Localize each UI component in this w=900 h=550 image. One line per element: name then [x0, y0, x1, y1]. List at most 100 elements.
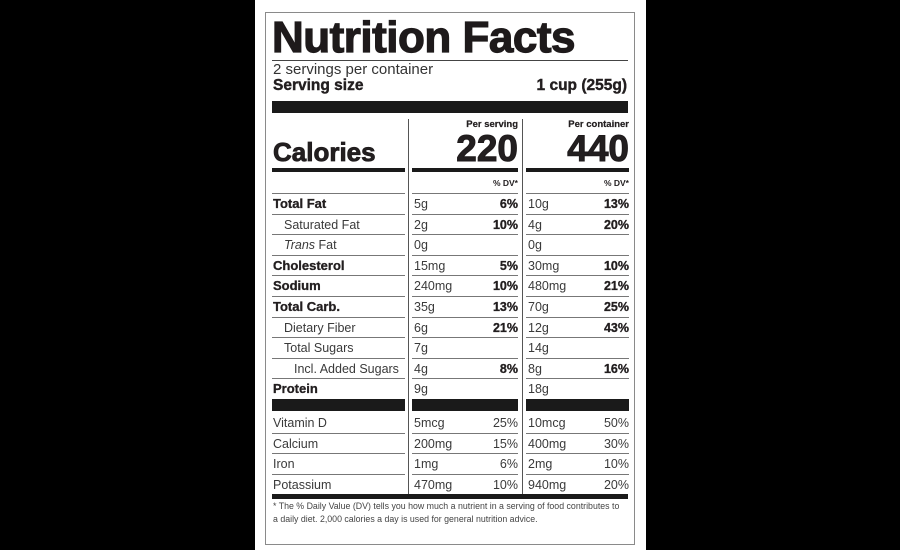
servings-per-container: 2 servings per container — [273, 61, 434, 78]
serving-amount: 5mcg — [414, 416, 445, 430]
serving-amount: 240mg — [414, 279, 453, 294]
thick-bar-bottom — [272, 494, 628, 499]
serving-dv: 6% — [499, 457, 518, 472]
serving-dv: 21% — [492, 320, 518, 335]
column-divider-1 — [408, 119, 409, 497]
nutrient-name: Saturated Fat — [284, 217, 360, 232]
row-divider — [412, 296, 518, 297]
serving-size-value: 1 cup (255g) — [536, 77, 627, 94]
row-divider — [526, 254, 629, 256]
serving-dv: 15% — [492, 436, 518, 451]
row-divider — [412, 432, 518, 434]
row-divider — [272, 254, 405, 256]
row-divider — [272, 316, 405, 318]
container-dv: 20% — [603, 217, 629, 232]
row-divider — [526, 432, 629, 434]
serving-dv — [466, 235, 518, 256]
vitamin-name: Iron — [273, 457, 295, 472]
vitamin-name: Vitamin D — [273, 416, 327, 430]
serving-dv — [466, 338, 518, 359]
dv-header-serving: % DV* — [492, 178, 518, 188]
container-dv: 21% — [603, 279, 629, 294]
row-divider — [526, 357, 629, 359]
nutrient-name: Sodium — [273, 278, 321, 294]
calories-bar-3 — [526, 168, 629, 172]
serving-amount: 470mg — [414, 477, 453, 492]
container-amount: 10g — [528, 197, 549, 211]
container-dv: 10% — [603, 457, 629, 472]
row-divider — [272, 453, 405, 455]
row-divider — [412, 357, 518, 359]
container-amount: 12g — [528, 320, 549, 335]
row-divider — [526, 316, 629, 318]
dv-header-container: % DV* — [603, 178, 629, 188]
vitamin-bar-2 — [412, 399, 518, 411]
container-dv — [576, 235, 629, 256]
container-amount: 0g — [528, 238, 542, 253]
row-divider — [272, 234, 405, 236]
container-amount: 10mcg — [528, 416, 566, 430]
serving-amount: 1mg — [414, 457, 439, 472]
row-divider — [412, 275, 518, 277]
serving-dv: 10% — [492, 477, 518, 492]
container-amount: 480mg — [528, 279, 567, 294]
nutrient-name: Trans Fat — [284, 235, 337, 256]
nutrient-name: Total Sugars — [284, 341, 354, 356]
row-divider — [272, 275, 405, 277]
label-title: Nutrition Facts — [271, 13, 576, 62]
per-container-header: Per container — [568, 119, 629, 130]
row-divider — [526, 453, 629, 455]
calories-per-container: 440 — [567, 128, 630, 169]
calories-bar-1 — [272, 168, 405, 172]
row-divider — [272, 337, 405, 339]
serving-dv: 8% — [499, 361, 518, 376]
nutrient-name: Protein — [273, 381, 318, 397]
row-divider — [272, 357, 405, 359]
container-amount: 400mg — [528, 436, 567, 451]
nutrient-name: Dietary Fiber — [284, 320, 356, 335]
row-divider — [272, 432, 405, 434]
container-dv — [576, 379, 629, 400]
row-divider — [526, 275, 629, 277]
row-divider — [526, 213, 629, 215]
serving-amount: 2g — [414, 217, 428, 232]
vitamin-name: Calcium — [273, 436, 319, 451]
container-dv: 10% — [603, 258, 629, 273]
title-divider — [272, 60, 628, 61]
row-divider — [412, 316, 518, 318]
container-dv: 43% — [603, 320, 629, 335]
nutrient-name-italic: Trans — [284, 238, 316, 253]
calories-bar-2 — [412, 168, 518, 172]
nutrient-name-rest: Fat — [315, 238, 337, 253]
container-dv: 50% — [603, 416, 629, 430]
row-divider — [526, 473, 629, 475]
serving-amount: 4g — [414, 361, 428, 376]
row-divider — [412, 378, 518, 380]
container-amount: 2mg — [528, 457, 553, 472]
per-serving-header: Per serving — [466, 119, 518, 130]
row-divider — [272, 378, 405, 380]
calories-label: Calories — [273, 137, 376, 168]
nutrient-name: Total Fat — [273, 196, 327, 211]
container-dv: 13% — [603, 197, 629, 211]
row-divider — [526, 378, 629, 380]
row-divider — [412, 193, 518, 194]
serving-dv: 13% — [492, 300, 518, 314]
row-divider — [526, 234, 629, 236]
serving-amount: 0g — [414, 238, 428, 253]
vitamin-name: Potassium — [273, 477, 332, 492]
row-divider — [412, 213, 518, 215]
container-dv: 30% — [603, 436, 629, 451]
container-amount: 30mg — [528, 258, 560, 273]
vitamin-bar-3 — [526, 399, 629, 411]
container-amount: 70g — [528, 300, 549, 314]
serving-size-label: Serving size — [273, 77, 364, 94]
row-divider — [272, 296, 405, 297]
container-dv: 20% — [603, 477, 629, 492]
container-amount: 940mg — [528, 477, 567, 492]
row-divider — [412, 234, 518, 236]
serving-dv: 25% — [492, 416, 518, 430]
serving-dv: 10% — [492, 279, 518, 294]
container-amount: 18g — [528, 382, 549, 397]
nutrient-name: Total Carb. — [273, 299, 340, 314]
